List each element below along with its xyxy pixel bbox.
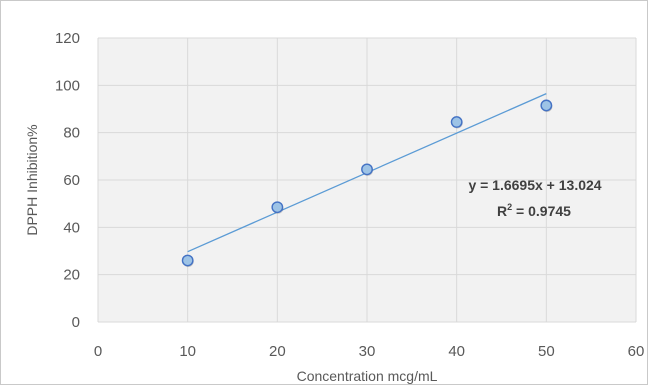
x-tick-label: 20 [269, 343, 286, 360]
data-point [181, 254, 194, 267]
r-squared-exponent: 2 [507, 202, 512, 212]
r-squared-letter: R [497, 203, 507, 219]
r-squared-value: = 0.9745 [512, 203, 571, 219]
y-tick-label: 60 [63, 172, 80, 189]
x-tick-label: 60 [628, 343, 645, 360]
y-tick-label: 40 [63, 219, 80, 236]
x-tick-labels: 0 10 20 30 40 50 60 [94, 343, 645, 360]
data-point [271, 201, 284, 214]
data-point [450, 116, 463, 128]
x-tick-label: 30 [359, 343, 376, 360]
r-squared-label: R2 = 0.9745 [497, 202, 571, 219]
y-tick-label: 20 [63, 267, 80, 284]
data-points [181, 99, 553, 267]
data-point [540, 99, 553, 112]
y-tick-labels: 0 20 40 60 80 100 120 [55, 30, 80, 331]
y-axis-label: DPPH Inhibition% [24, 124, 40, 235]
y-tick-label: 120 [55, 30, 80, 47]
y-tick-label: 80 [63, 125, 80, 142]
x-tick-label: 0 [94, 343, 102, 360]
trendline-equation: y = 1.6695x + 13.024 [468, 177, 601, 193]
x-tick-label: 50 [538, 343, 555, 360]
gridlines [97, 37, 637, 323]
y-tick-label: 100 [55, 77, 80, 94]
y-tick-label: 0 [72, 314, 80, 331]
x-tick-label: 40 [448, 343, 465, 360]
x-axis-label: Concentration mcg/mL [297, 368, 438, 384]
data-point [361, 163, 373, 176]
x-tick-label: 10 [179, 343, 196, 360]
